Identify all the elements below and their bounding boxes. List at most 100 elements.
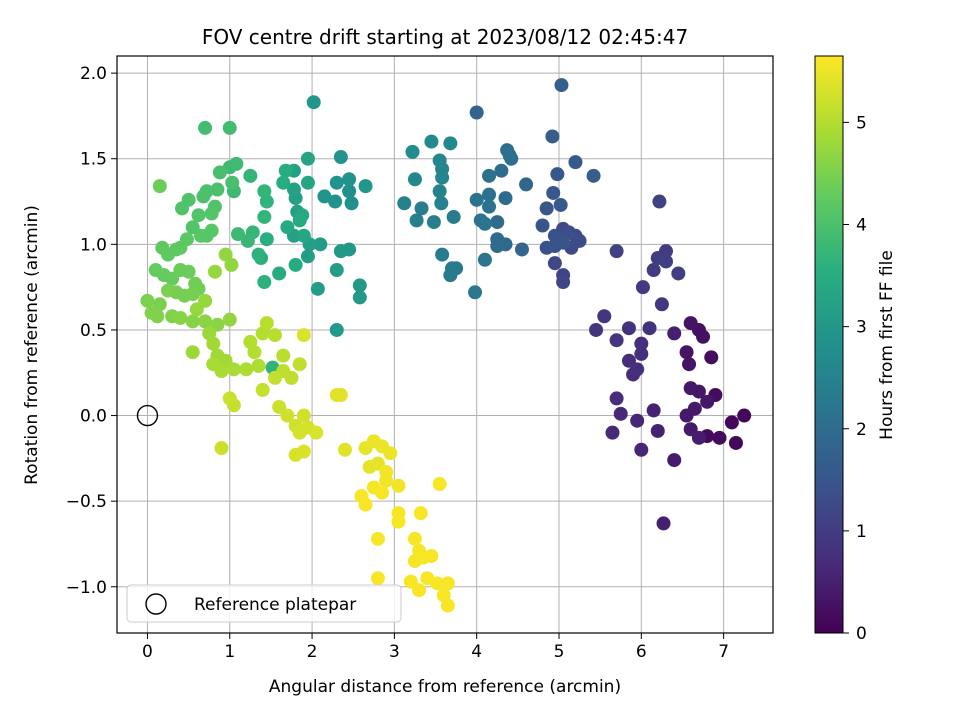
legend-marker-reference <box>145 593 167 615</box>
data-point <box>469 192 484 207</box>
data-point <box>605 425 620 440</box>
data-point <box>257 275 272 290</box>
data-point <box>185 345 200 360</box>
data-point <box>276 175 291 190</box>
data-point <box>432 184 447 199</box>
data-point <box>206 336 221 351</box>
data-point <box>185 314 200 329</box>
data-point <box>296 328 311 343</box>
data-point <box>556 235 571 250</box>
colorbar-tick-label: 2 <box>856 420 867 440</box>
y-tick-label: 1.5 <box>80 150 107 170</box>
data-point <box>490 215 505 230</box>
data-point <box>375 485 390 500</box>
data-point <box>286 182 301 197</box>
data-point <box>635 280 650 295</box>
data-point <box>161 283 176 298</box>
data-point <box>296 444 311 459</box>
data-point <box>650 423 665 438</box>
colorbar-tick-label: 0 <box>856 624 867 644</box>
data-point <box>342 172 357 187</box>
data-point <box>432 153 447 168</box>
x-tick-label: 1 <box>224 642 235 662</box>
data-point <box>292 357 307 372</box>
data-point <box>498 191 513 206</box>
colorbar-ticks: 0 1 2 3 4 5 <box>843 113 867 644</box>
data-point <box>514 242 529 257</box>
data-point <box>546 185 561 200</box>
x-axis-ticks: 0 1 2 3 4 5 6 7 <box>142 633 729 662</box>
data-point <box>342 184 357 199</box>
data-point <box>214 441 229 456</box>
data-point <box>561 225 576 240</box>
data-point <box>329 263 344 278</box>
colorbar: 0 1 2 3 4 5 Hours from first FF file <box>814 55 897 644</box>
data-point <box>175 201 190 216</box>
data-point <box>667 453 682 468</box>
data-point <box>222 391 237 406</box>
data-point <box>383 446 398 461</box>
data-point <box>230 227 245 242</box>
data-point <box>502 148 517 163</box>
data-point <box>652 194 667 209</box>
y-axis-ticks: −1.0 −0.5 0.0 0.5 1.0 1.5 2.0 <box>66 64 117 598</box>
data-point <box>477 216 492 231</box>
data-point <box>352 278 367 293</box>
data-point <box>440 598 455 613</box>
data-point <box>642 321 657 336</box>
data-point <box>568 155 583 170</box>
y-tick-label: −0.5 <box>66 492 107 512</box>
data-point <box>589 322 604 337</box>
data-point <box>243 168 258 183</box>
data-point <box>222 120 237 135</box>
data-point <box>300 249 315 264</box>
data-point <box>547 256 562 271</box>
data-point <box>198 314 213 329</box>
colorbar-gradient <box>814 55 844 634</box>
data-point <box>391 478 406 493</box>
data-point <box>646 263 661 278</box>
data-point <box>430 576 445 591</box>
data-point <box>691 430 706 445</box>
data-point <box>288 257 303 272</box>
data-point <box>196 189 211 204</box>
data-point <box>296 228 311 243</box>
data-point <box>556 275 571 290</box>
data-point <box>306 95 321 110</box>
data-point <box>310 281 325 296</box>
data-point <box>222 312 237 327</box>
data-point <box>328 194 343 209</box>
data-point <box>152 179 167 194</box>
data-point <box>679 345 694 360</box>
data-point <box>658 244 673 259</box>
x-tick-label: 0 <box>142 642 153 662</box>
data-point <box>656 516 671 531</box>
data-point <box>204 223 219 238</box>
data-point <box>407 531 422 546</box>
data-point <box>494 163 509 178</box>
data-point <box>553 197 568 212</box>
data-point <box>550 167 565 182</box>
data-point <box>440 576 455 591</box>
x-tick-label: 2 <box>307 642 318 662</box>
data-point <box>728 435 743 450</box>
y-tick-label: −1.0 <box>66 578 107 598</box>
x-axis-label: Angular distance from reference (arcmin) <box>269 677 621 697</box>
data-point <box>370 531 385 546</box>
data-point <box>189 302 204 317</box>
data-point <box>435 170 450 185</box>
data-point <box>344 196 359 211</box>
colorbar-tick-label: 4 <box>856 216 867 236</box>
data-point <box>292 425 307 440</box>
data-point <box>280 408 295 423</box>
data-point <box>424 548 439 563</box>
data-point <box>292 213 307 228</box>
data-point <box>545 129 560 144</box>
data-point <box>724 415 739 430</box>
data-point <box>391 514 406 529</box>
colorbar-tick-label: 5 <box>856 113 867 133</box>
data-point <box>173 310 188 325</box>
data-point <box>255 382 270 397</box>
data-point <box>243 334 258 349</box>
data-point <box>300 175 315 190</box>
